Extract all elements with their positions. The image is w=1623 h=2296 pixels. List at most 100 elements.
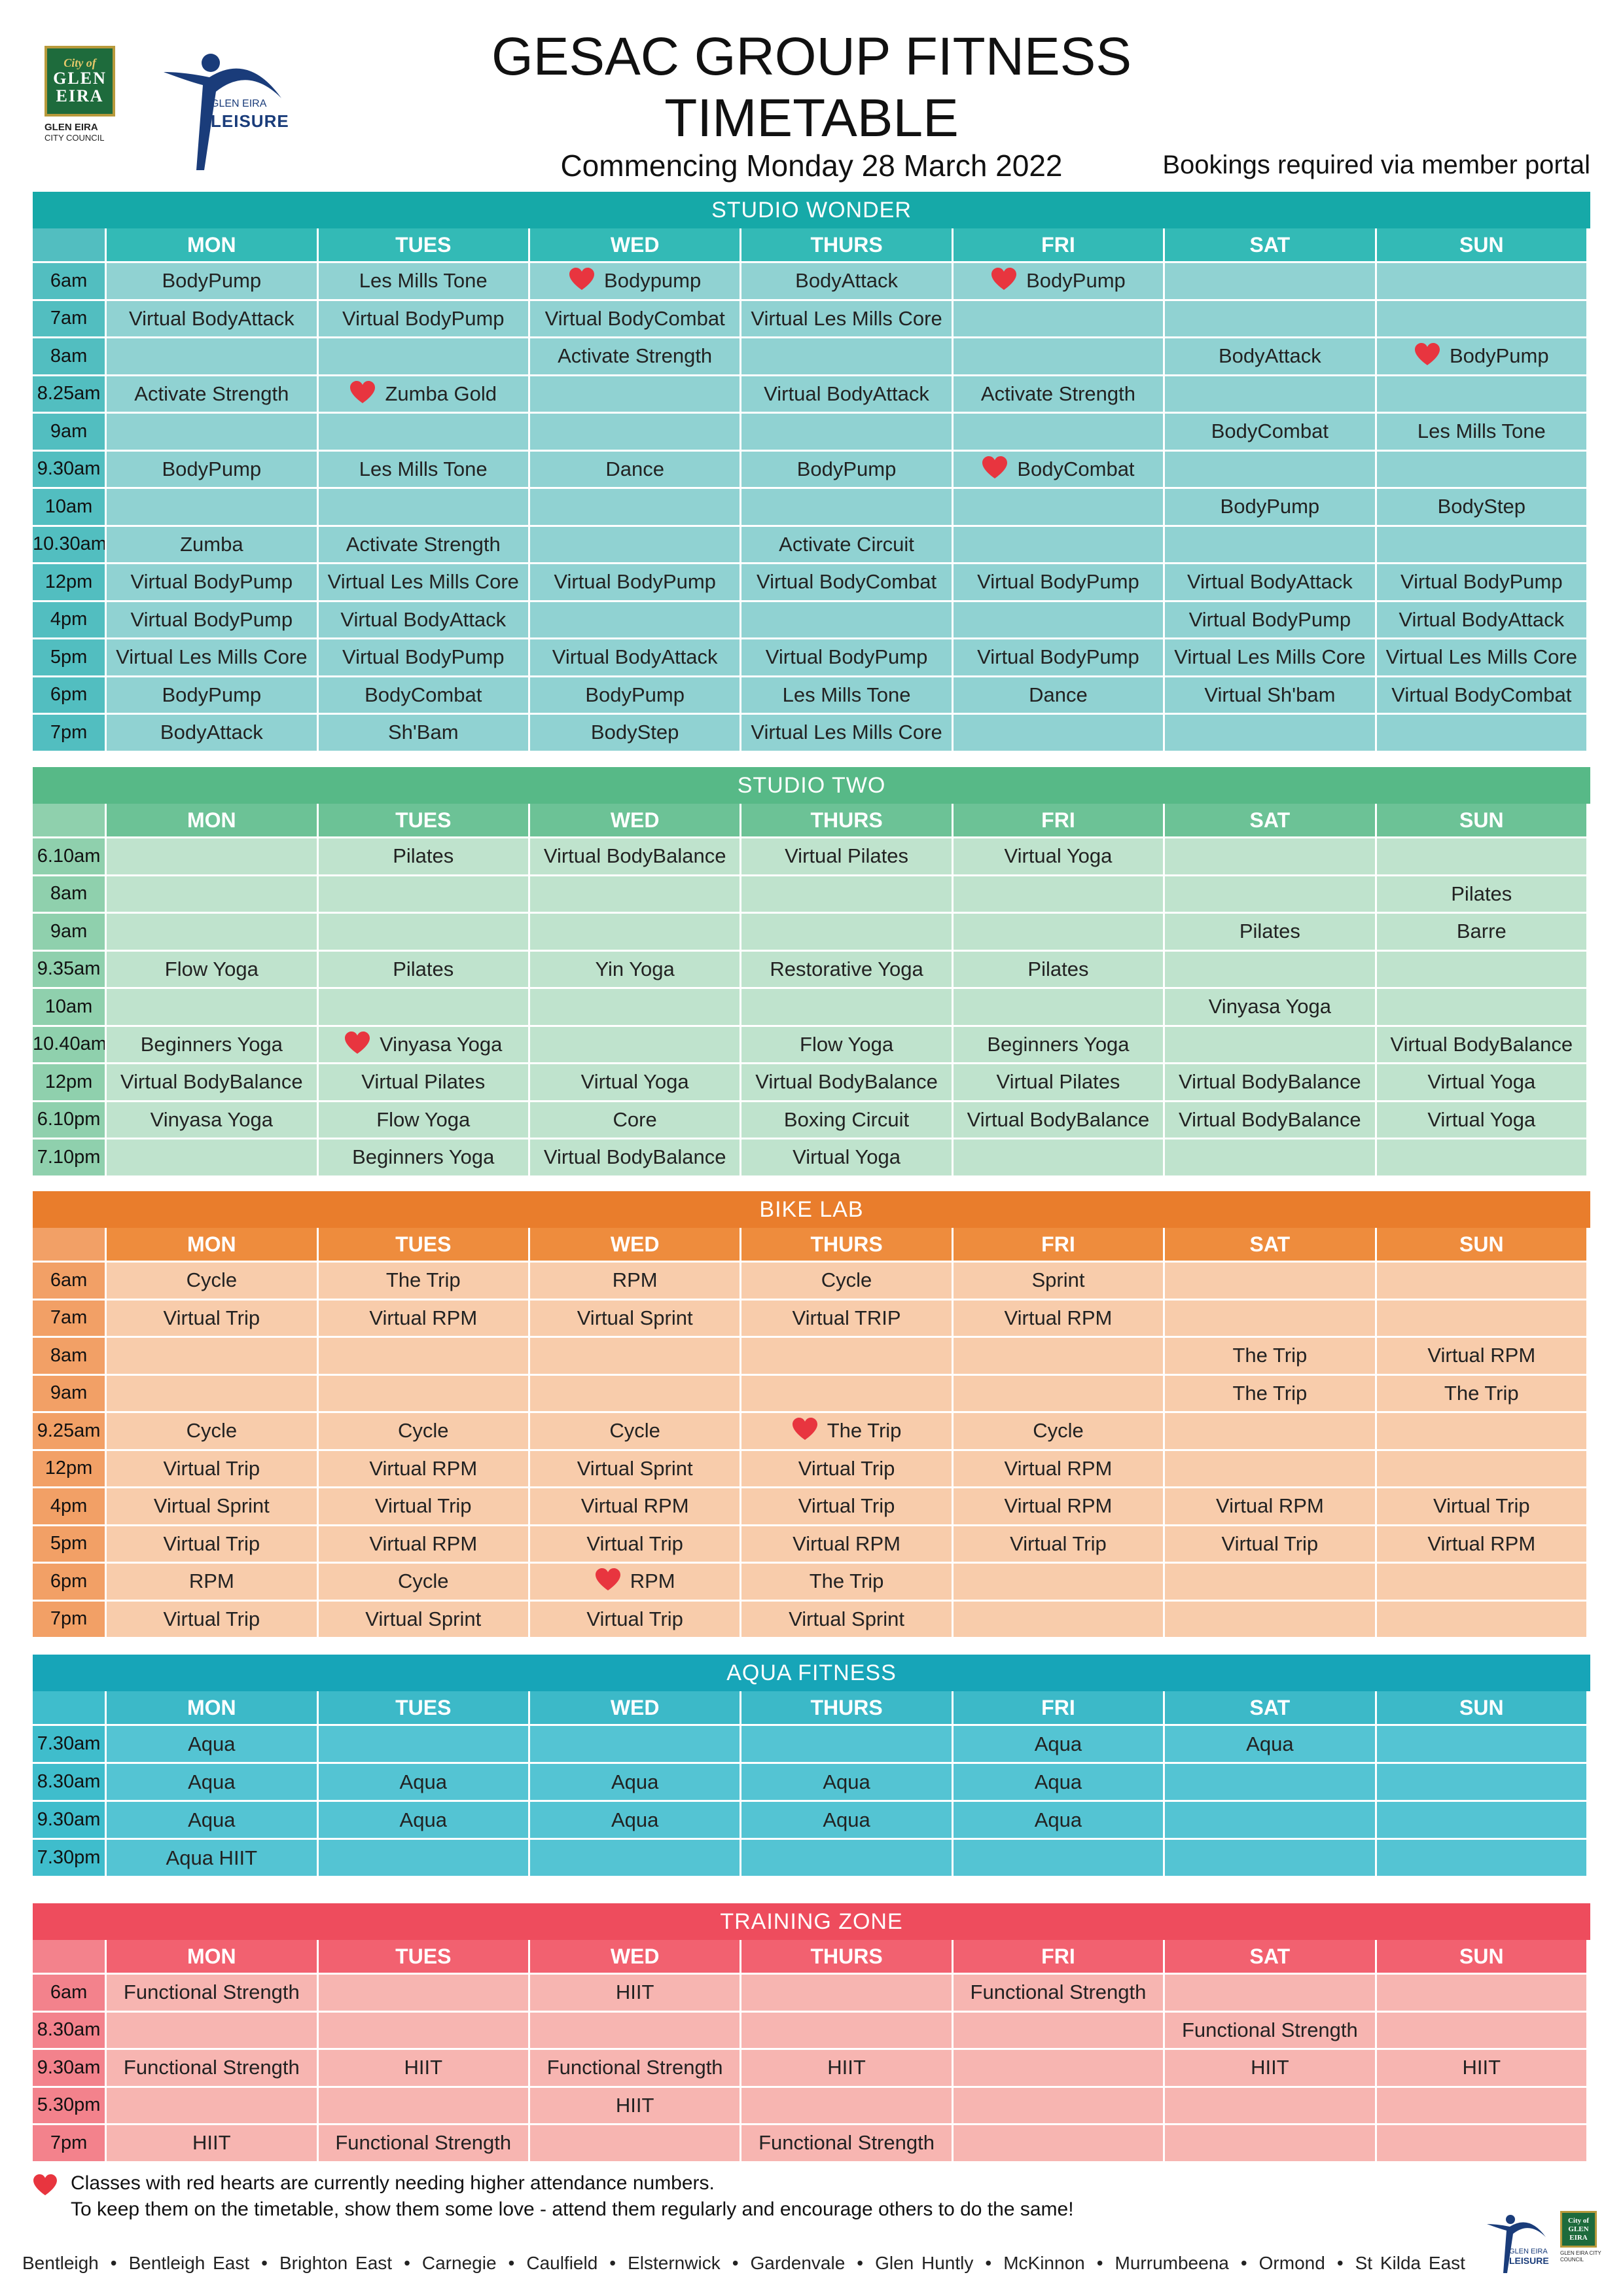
heart-icon (792, 1418, 817, 1441)
empty-cell (318, 1975, 528, 2011)
class-cell: The Trip (741, 1564, 952, 1600)
class-name: Virtual RPM (1004, 1306, 1113, 1329)
day-header-tues: TUES (318, 228, 528, 261)
class-cell: Virtual BodyBalance (953, 1102, 1164, 1138)
class-cell: Virtual TRIP (741, 1300, 952, 1336)
class-cell: Yin Yoga (529, 951, 740, 987)
time-cell: 7pm (33, 1601, 105, 1637)
empty-cell (529, 526, 740, 562)
table-row: 6am Cycle The Trip RPM Cycle Sprint (33, 1263, 1586, 1299)
class-cell: RPM (529, 1263, 740, 1299)
glen-eira-leisure-logo: GLEN EIRA LEISURE (157, 46, 289, 177)
footer-council-line1: City of (1567, 2217, 1590, 2225)
footer-council-badge: City of GLEN EIRA (1560, 2211, 1597, 2248)
timetable-grid: MON TUES WED THURS FRI SAT SUN 6.10am Pilates Vir… (31, 802, 1588, 1177)
class-name: Boxing Circuit (783, 1107, 910, 1131)
heart-legend-line2: To keep them on the timetable, show them… (71, 2198, 1074, 2220)
corner-cell (33, 1691, 105, 1724)
class-cell: Pilates (1165, 914, 1375, 950)
suburb-glen-huntly: Glen Huntly (875, 2253, 974, 2273)
class-cell: Les Mills Tone (318, 451, 528, 487)
class-cell: Pilates (318, 951, 528, 987)
empty-cell (1165, 526, 1375, 562)
heart-icon (350, 380, 376, 403)
class-name: Virtual Sprint (153, 1494, 270, 1518)
empty-cell (1376, 1975, 1586, 2011)
time-cell: 8.30am (33, 2012, 105, 2048)
time-cell: 12pm (33, 564, 105, 600)
empty-cell (529, 914, 740, 950)
corner-cell (33, 1228, 105, 1261)
heart-icon (1414, 343, 1440, 366)
empty-cell (1376, 1300, 1586, 1336)
footer-council-line3: EIRA (1569, 2234, 1588, 2242)
class-cell: Aqua (107, 1764, 317, 1800)
class-name: Aqua (188, 1808, 236, 1831)
leisure-figure-icon (164, 54, 281, 170)
day-header-thurs: THURS (741, 1228, 952, 1261)
time-cell: 6am (33, 1263, 105, 1299)
day-header-tues: TUES (318, 1228, 528, 1261)
table-row: 7.30pm Aqua HIIT (33, 1840, 1586, 1876)
class-cell: The Trip (318, 1263, 528, 1299)
table-row: 7.30am Aqua Aqua Aqua (33, 1726, 1586, 1762)
class-cell: Virtual BodyCombat (1376, 677, 1586, 713)
empty-cell (529, 601, 740, 637)
table-row: 10am Vinyasa Yoga (33, 989, 1586, 1025)
day-header-sun: SUN (1376, 1691, 1586, 1724)
class-name: Restorative Yoga (770, 957, 923, 980)
empty-cell (107, 914, 317, 950)
class-name: Virtual BodyBalance (120, 1070, 303, 1094)
class-name: Aqua (399, 1808, 447, 1831)
class-name: Aqua (188, 1770, 236, 1793)
class-name: BodyAttack (1218, 344, 1321, 368)
empty-cell (953, 601, 1164, 637)
class-cell: Virtual Les Mills Core (1165, 639, 1375, 675)
empty-cell (107, 876, 317, 912)
class-cell: Virtual RPM (1376, 1526, 1586, 1562)
suburb-ormond: Ormond (1258, 2253, 1325, 2273)
table-row: 5.30pm HIIT (33, 2087, 1586, 2123)
class-name: Virtual Les Mills Core (1174, 645, 1366, 669)
class-name: RPM (630, 1570, 675, 1593)
class-name: Virtual Yoga (580, 1070, 689, 1094)
empty-cell (741, 489, 952, 525)
class-cell: BodyCombat (318, 677, 528, 713)
class-cell: Functional Strength (107, 1975, 317, 2011)
class-cell: BodyCombat (1165, 414, 1375, 450)
empty-cell (318, 1840, 528, 1876)
class-name: Functional Strength (970, 1981, 1147, 2004)
table-row: 12pm Virtual Trip Virtual RPM Virtual Sprin… (33, 1450, 1586, 1486)
heart-icon (982, 456, 1008, 478)
class-name: BodyPump (162, 269, 262, 293)
class-name: Vinyasa Yoga (380, 1032, 503, 1056)
class-name: BodyAttack (795, 269, 898, 293)
class-cell: Virtual BodyAttack (741, 376, 952, 412)
class-name: BodyPump (1026, 269, 1126, 293)
class-cell: Aqua (953, 1726, 1164, 1762)
time-cell: 7am (33, 300, 105, 336)
empty-cell (107, 838, 317, 874)
class-name: Aqua (1034, 1808, 1082, 1831)
empty-cell (1376, 526, 1586, 562)
class-name: Activate Strength (980, 382, 1135, 405)
class-name: Virtual Trip (798, 1494, 895, 1518)
leisure-logo-small: GLEN EIRA (211, 98, 267, 109)
class-name: BodyStep (590, 721, 679, 744)
empty-cell (529, 376, 740, 412)
class-cell: Pilates (1376, 876, 1586, 912)
class-name: BodyPump (585, 683, 685, 706)
class-cell: The Trip (1165, 1338, 1375, 1374)
class-name: Virtual Yoga (1427, 1070, 1536, 1094)
council-logo-line1: City of (63, 56, 96, 70)
empty-cell (953, 489, 1164, 525)
class-name: Cycle (186, 1268, 238, 1292)
class-name: Virtual Trip (586, 1532, 683, 1555)
empty-cell (1165, 1300, 1375, 1336)
class-name: Virtual BodyAttack (1186, 570, 1353, 594)
class-name: Virtual BodyCombat (756, 570, 937, 594)
class-name: RPM (188, 1570, 234, 1593)
empty-cell (107, 338, 317, 374)
time-cell: 6.10pm (33, 1102, 105, 1138)
class-cell: Virtual BodyBalance (529, 838, 740, 874)
